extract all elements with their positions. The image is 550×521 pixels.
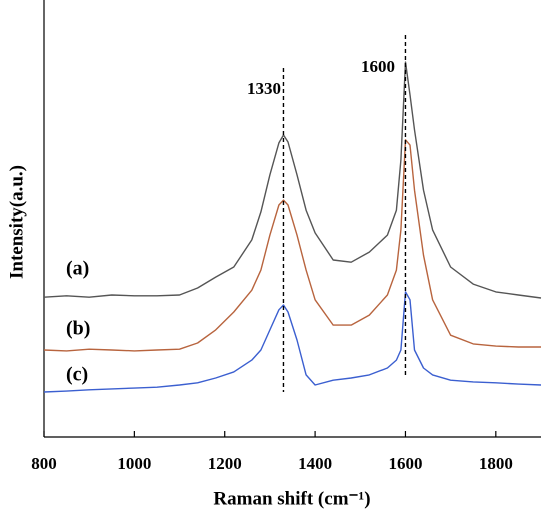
x-tick-label: 1200 [208, 454, 242, 473]
series-label: (a) [66, 258, 89, 280]
y-axis-title: Intensity(a.u.) [6, 165, 27, 279]
x-tick-label: 1600 [388, 454, 422, 473]
series-label: (b) [66, 318, 90, 340]
x-tick-label: 800 [31, 454, 57, 473]
series-line [43, 61, 542, 299]
peak-label: 1600 [361, 57, 395, 76]
series-label: (c) [66, 364, 88, 386]
series-line [43, 139, 541, 352]
x-tick-label: 1000 [117, 454, 151, 473]
x-tick-label: 1400 [298, 454, 332, 473]
series-line [43, 291, 542, 393]
x-tick-label: 1800 [479, 454, 513, 473]
peak-label: 1330 [247, 79, 281, 98]
x-axis-title: Raman shift (cm⁻¹) [213, 488, 370, 509]
